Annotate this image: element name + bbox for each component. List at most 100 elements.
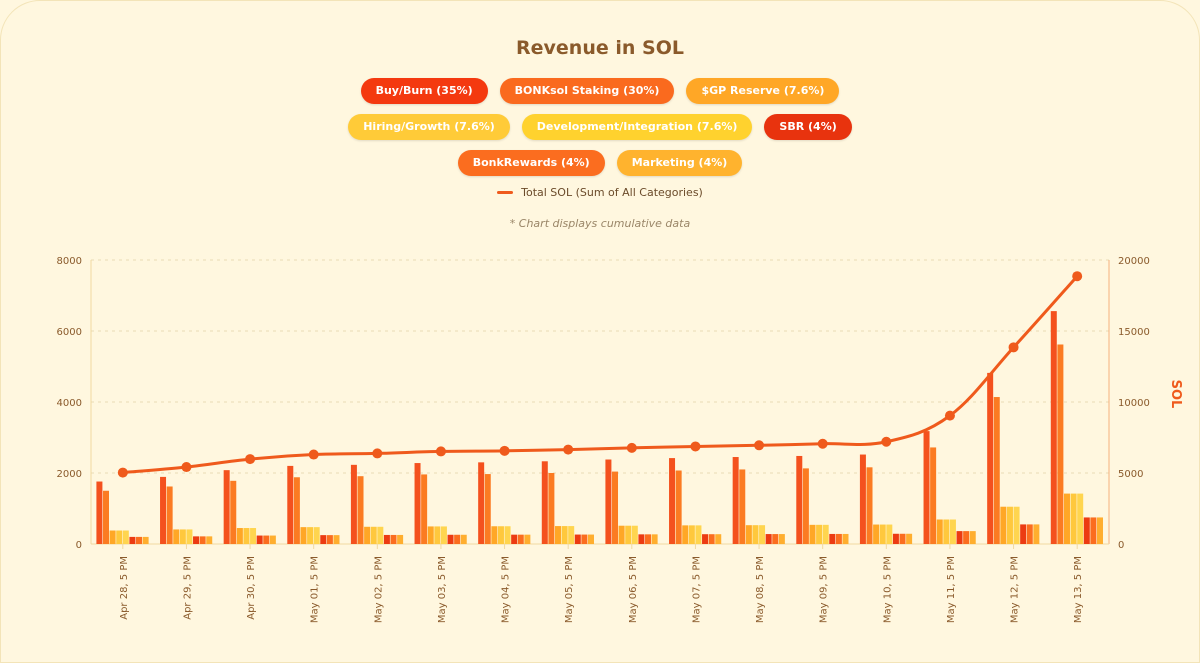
cumulative-note: * Chart displays cumulative data: [509, 217, 691, 230]
bar: [702, 534, 709, 544]
line-swatch-icon: [497, 191, 514, 194]
legend-item-bonksol-staking[interactable]: BONKsol Staking (30%): [499, 78, 675, 104]
legend-item-buy-burn[interactable]: Buy/Burn (35%): [360, 78, 488, 104]
total-sol-point: [499, 445, 510, 456]
total-sol-point: [690, 441, 701, 452]
bar: [587, 534, 594, 544]
bar: [873, 524, 880, 544]
bar: [517, 534, 524, 544]
y2-tick-label: 0: [1118, 540, 1124, 551]
bar: [390, 534, 397, 544]
bar: [364, 526, 371, 544]
bar: [1083, 517, 1090, 544]
total-sol-point: [435, 446, 446, 457]
bar: [142, 536, 149, 544]
bar: [695, 525, 702, 544]
bar: [236, 528, 243, 544]
bar: [460, 534, 467, 544]
bar: [886, 524, 893, 544]
bar: [300, 527, 307, 544]
bar: [822, 524, 829, 544]
bar: [1033, 524, 1040, 544]
bar: [745, 525, 752, 544]
total-sol-label: Total SOL (Sum of All Categories): [521, 186, 703, 199]
bar: [669, 458, 676, 544]
bar: [504, 526, 511, 544]
bar: [397, 534, 404, 544]
bar: [879, 524, 886, 544]
y-tick-label: 2000: [57, 469, 82, 480]
bar: [987, 372, 994, 544]
bar: [581, 534, 588, 544]
total-sol-point: [245, 454, 256, 465]
bar: [715, 534, 722, 544]
total-sol-point: [117, 467, 128, 478]
legend-item-development-integration[interactable]: Development/Integration (7.6%): [521, 114, 753, 140]
legend-item-hiring-growth[interactable]: Hiring/Growth (7.6%): [348, 114, 510, 140]
legend-item-total-sol[interactable]: Total SOL (Sum of All Categories): [0, 186, 1200, 199]
legend-item-gp-reserve[interactable]: $GP Reserve (7.6%): [686, 78, 840, 104]
bar: [136, 536, 143, 544]
bar: [816, 524, 823, 544]
legend-item-sbr[interactable]: SBR (4%): [764, 114, 852, 140]
x-tick-label: May 02, 5 PM: [373, 556, 384, 623]
bar: [434, 526, 441, 544]
x-tick-label: May 10, 5 PM: [882, 556, 893, 623]
bar: [230, 480, 237, 544]
y-tick-label: 0: [76, 540, 82, 551]
bar: [605, 459, 612, 544]
bar: [949, 519, 956, 544]
bar: [969, 531, 976, 544]
y2-tick-label: 10000: [1118, 398, 1150, 409]
bar: [454, 534, 461, 544]
bar: [173, 529, 180, 544]
bar: [269, 535, 276, 544]
legend-row-1: Buy/Burn (35%) BONKsol Staking (30%) $GP…: [0, 78, 1200, 104]
bar: [651, 534, 658, 544]
bar: [160, 476, 167, 544]
bar: [574, 534, 581, 544]
bar: [414, 463, 421, 544]
bar: [307, 527, 314, 544]
bar: [675, 470, 682, 544]
bar: [1070, 493, 1077, 544]
bar: [732, 457, 739, 544]
total-sol-point: [817, 438, 828, 449]
x-tick-label: Apr 28, 5 PM: [119, 556, 130, 620]
bar: [484, 474, 491, 544]
bar: [263, 535, 270, 544]
bar: [548, 473, 555, 544]
bar: [193, 536, 200, 544]
bar: [568, 526, 575, 544]
bar: [682, 525, 689, 544]
bar: [1026, 524, 1033, 544]
total-sol-point: [881, 436, 892, 447]
bar: [1063, 493, 1070, 544]
bar: [524, 534, 531, 544]
bar: [1090, 517, 1097, 544]
total-sol-point: [754, 440, 765, 451]
bar: [631, 525, 638, 544]
bar: [708, 534, 715, 544]
bar: [866, 467, 873, 544]
bar: [1057, 344, 1064, 544]
bar: [1020, 524, 1027, 544]
x-tick-label: Apr 29, 5 PM: [182, 556, 193, 620]
bar: [427, 526, 434, 544]
y2-tick-label: 20000: [1118, 256, 1150, 267]
bar: [892, 533, 899, 544]
bar: [421, 474, 428, 544]
y-tick-label: 6000: [57, 327, 82, 338]
total-sol-point: [181, 462, 192, 473]
bar: [899, 533, 906, 544]
legend-item-marketing[interactable]: Marketing (4%): [616, 150, 743, 176]
bar: [859, 454, 866, 544]
bar: [96, 481, 103, 544]
total-sol-point: [563, 444, 574, 455]
bar: [199, 536, 206, 544]
legend-item-bonkrewards[interactable]: BonkRewards (4%): [457, 150, 605, 176]
bar: [129, 536, 136, 544]
bar: [956, 531, 963, 544]
bar: [778, 534, 785, 544]
